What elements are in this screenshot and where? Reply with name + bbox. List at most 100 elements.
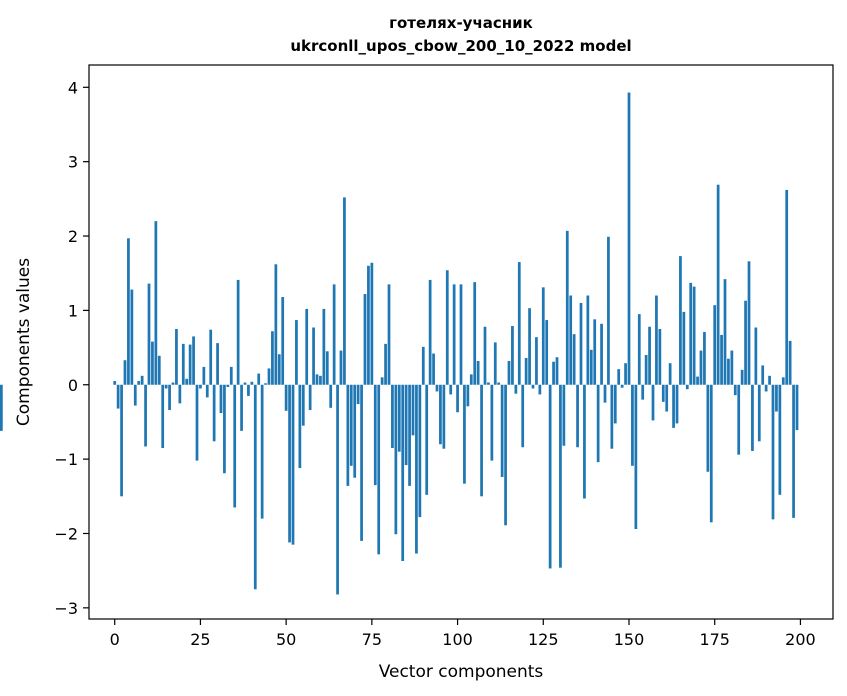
bar: [737, 384, 741, 455]
bar: [689, 282, 693, 385]
bar: [552, 361, 555, 385]
bar: [528, 308, 531, 385]
bar: [123, 360, 127, 385]
bar: [432, 353, 435, 385]
bar: [439, 384, 442, 445]
bar: [312, 327, 315, 385]
bar: [792, 384, 795, 518]
bar: [569, 295, 573, 385]
bar: [360, 384, 363, 541]
bar: [641, 384, 645, 400]
bar: [253, 384, 257, 590]
bar: [586, 295, 590, 385]
bar: [723, 279, 727, 385]
bar: [192, 336, 195, 385]
bar: [692, 286, 696, 385]
bar: [164, 384, 168, 389]
y-tick-label: 4: [68, 78, 78, 97]
bar: [356, 384, 360, 405]
bar: [747, 261, 751, 385]
bar: [435, 384, 439, 392]
bar: [185, 378, 189, 385]
bar: [548, 384, 552, 569]
bar: [751, 384, 754, 451]
bar: [353, 384, 357, 478]
bar: [651, 384, 655, 421]
plot-frame: [88, 64, 834, 620]
bar: [329, 384, 333, 408]
bar: [576, 384, 579, 448]
bar: [517, 262, 521, 385]
bar: [305, 308, 309, 385]
bar: [541, 287, 545, 385]
bar: [332, 284, 336, 385]
bar: [720, 334, 723, 385]
bar: [788, 340, 792, 385]
bar: [394, 384, 398, 535]
bar: [740, 369, 744, 385]
bar: [219, 384, 223, 414]
bar: [583, 384, 586, 499]
bar: [315, 374, 319, 385]
bar: [250, 381, 254, 385]
bar: [449, 384, 453, 395]
bar: [771, 384, 775, 520]
bar: [205, 384, 209, 398]
x-tick-label: 100: [442, 630, 473, 649]
x-axis-label: Vector components: [379, 662, 544, 682]
bar: [658, 328, 662, 385]
bar: [298, 384, 302, 469]
bar: [754, 327, 758, 385]
bar: [672, 384, 675, 428]
bar: [480, 384, 483, 497]
bar: [733, 384, 737, 396]
bar: [216, 343, 219, 385]
bar: [209, 329, 213, 385]
bar: [795, 384, 799, 431]
bar: [497, 382, 501, 385]
bar: [308, 384, 312, 411]
bar: [223, 384, 226, 474]
bar: [133, 384, 137, 406]
bar: [346, 384, 350, 486]
bar: [212, 384, 216, 442]
bar: [764, 384, 768, 392]
bar: [301, 384, 305, 426]
bar: [493, 342, 497, 385]
bar: [161, 384, 165, 448]
bar: [277, 354, 281, 385]
bar: [175, 328, 178, 385]
bar: [538, 384, 542, 395]
bar: [775, 384, 778, 412]
bar: [267, 368, 271, 385]
bar: [716, 184, 720, 385]
bar: [456, 384, 459, 413]
bar: [624, 363, 627, 385]
bar: [144, 384, 147, 447]
bar: [120, 384, 123, 497]
bar: [140, 375, 144, 385]
bar: [459, 284, 463, 385]
bar: [500, 384, 504, 477]
bar: [545, 320, 549, 385]
bar: [607, 236, 610, 385]
bar: [425, 384, 429, 495]
bar: [116, 384, 120, 409]
x-tick-label: 200: [785, 630, 816, 649]
bar: [559, 384, 562, 568]
x-axis: 0 25 50 75 100 125 150 175 200: [110, 619, 816, 649]
bar: [236, 279, 240, 385]
bar: [524, 357, 528, 385]
bar: [157, 355, 161, 385]
bar: [199, 384, 202, 389]
bar: [562, 384, 566, 446]
bar: [404, 384, 408, 466]
bar: [428, 279, 432, 385]
bar: [325, 351, 329, 385]
bar: [579, 302, 583, 385]
bar: [181, 343, 185, 385]
bar: [401, 384, 405, 561]
bar: [466, 384, 470, 407]
y-tick-label: −3: [54, 599, 78, 618]
